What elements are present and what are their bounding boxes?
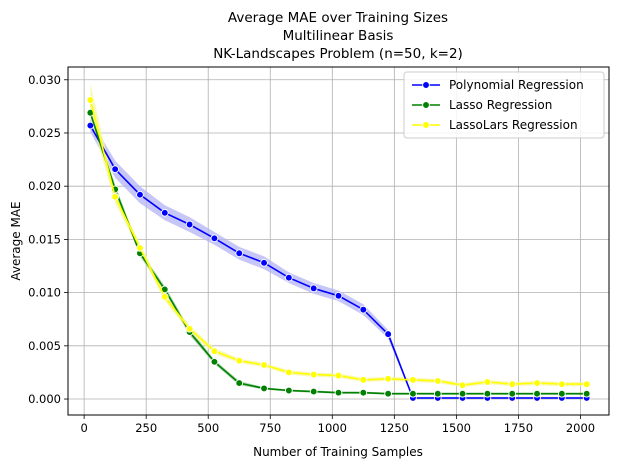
series-2-point: [160, 293, 169, 301]
series-0-point: [160, 208, 169, 217]
y-axis-label: Average MAE: [9, 201, 23, 280]
y-tick-label: 0.030: [28, 73, 61, 87]
series-2-point: [285, 368, 293, 377]
chart-title-line-3: NK-Landscapes Problem (n=50, k=2): [213, 46, 463, 62]
series-1-point: [210, 357, 219, 366]
series-0-point: [384, 330, 392, 338]
grid: [68, 67, 609, 415]
series-0-point: [185, 220, 194, 229]
series-2-point: [384, 374, 392, 383]
plot-area-frame: [67, 66, 610, 416]
series-1-point: [508, 389, 517, 398]
series-1-point: [260, 384, 268, 393]
series-2-point: [508, 380, 517, 388]
legend-label: LassoLars Regression: [449, 118, 578, 132]
series-lines: [86, 96, 591, 402]
series-1-point: [235, 379, 244, 387]
x-axis-label: Number of Training Samples: [253, 445, 423, 459]
y-tick-label: 0.020: [28, 179, 61, 193]
series-1-point: [433, 389, 442, 398]
y-tick-label: 0.010: [28, 286, 61, 300]
series-1-band: [90, 108, 587, 395]
series-1-line: [89, 112, 587, 395]
chart-title-line-1: Average MAE over Training Sizes: [228, 10, 448, 26]
legend-label: Lasso Regression: [449, 98, 552, 112]
series-1-point: [334, 388, 343, 397]
series-1-point: [309, 387, 318, 396]
x-tick-label: 0: [80, 421, 87, 435]
series-1-point: [384, 389, 392, 398]
series-2-point: [334, 371, 343, 380]
series-0-point: [309, 284, 318, 293]
series-1-point: [483, 389, 492, 398]
x-axis-ticks: 0 250 500 750 1000 1250 1500 1750 2000: [80, 415, 595, 435]
legend-box: [403, 71, 605, 139]
series-0-point: [136, 190, 144, 199]
series-1-point: [557, 389, 566, 398]
series-2-point: [409, 376, 417, 384]
series-2-point: [309, 370, 318, 379]
chart-title-line-2: Multilinear Basis: [283, 28, 394, 44]
series-1-point: [533, 389, 541, 398]
series-2-point: [210, 347, 219, 355]
chart-title: Average MAE over Training Sizes Multilin…: [213, 10, 463, 62]
legend-swatch-marker: [422, 81, 430, 89]
y-tick-label: 0.000: [28, 392, 61, 406]
series-2-point: [86, 96, 95, 104]
x-tick-label: 1250: [380, 421, 409, 435]
series-0-point: [210, 234, 219, 243]
series-1-point: [409, 389, 417, 398]
series-1-point: [285, 386, 293, 395]
series-2-point: [111, 192, 120, 201]
legend-swatch-marker: [422, 121, 430, 129]
series-2-point: [533, 379, 541, 387]
x-tick-label: 750: [259, 421, 281, 435]
series-2-point: [185, 324, 194, 333]
series-2-point: [235, 356, 244, 365]
series-2-point: [359, 376, 368, 384]
series-0-band: [90, 119, 587, 399]
x-tick-label: 1750: [504, 421, 533, 435]
series-2-point: [582, 380, 591, 388]
legend: Polynomial Regression Lasso Regression Las…: [403, 71, 605, 139]
series-2-point: [136, 244, 144, 252]
series-2-point: [557, 380, 566, 388]
x-tick-label: 500: [197, 421, 219, 435]
x-tick-label: 1000: [318, 421, 347, 435]
series-0-point: [359, 305, 368, 314]
series-0-point: [235, 249, 244, 258]
series-0-point: [86, 121, 95, 130]
series-1-point: [582, 389, 591, 398]
x-tick-label: 1500: [442, 421, 471, 435]
series-1-point: [458, 389, 467, 398]
series-1-point: [359, 388, 368, 397]
series-2-point: [483, 378, 492, 386]
y-tick-label: 0.005: [28, 339, 61, 353]
y-tick-label: 0.025: [28, 126, 61, 140]
y-axis-ticks: 0.000 0.005 0.010 0.015 0.020 0.025 0.030: [28, 73, 68, 406]
series-2-point: [433, 377, 442, 385]
x-tick-label: 250: [135, 421, 157, 435]
series-0-point: [260, 258, 268, 267]
series-2-line: [89, 99, 587, 387]
legend-label: Polynomial Regression: [449, 78, 584, 92]
series-2-point: [458, 381, 467, 390]
series-0-point: [111, 165, 120, 174]
y-tick-label: 0.015: [28, 232, 61, 246]
x-tick-label: 2000: [566, 421, 595, 435]
series-2-point: [260, 361, 268, 369]
series-0-line: [89, 125, 587, 399]
legend-swatch-marker: [422, 101, 430, 109]
series-0-point: [285, 273, 293, 282]
series-0-point: [334, 291, 343, 300]
